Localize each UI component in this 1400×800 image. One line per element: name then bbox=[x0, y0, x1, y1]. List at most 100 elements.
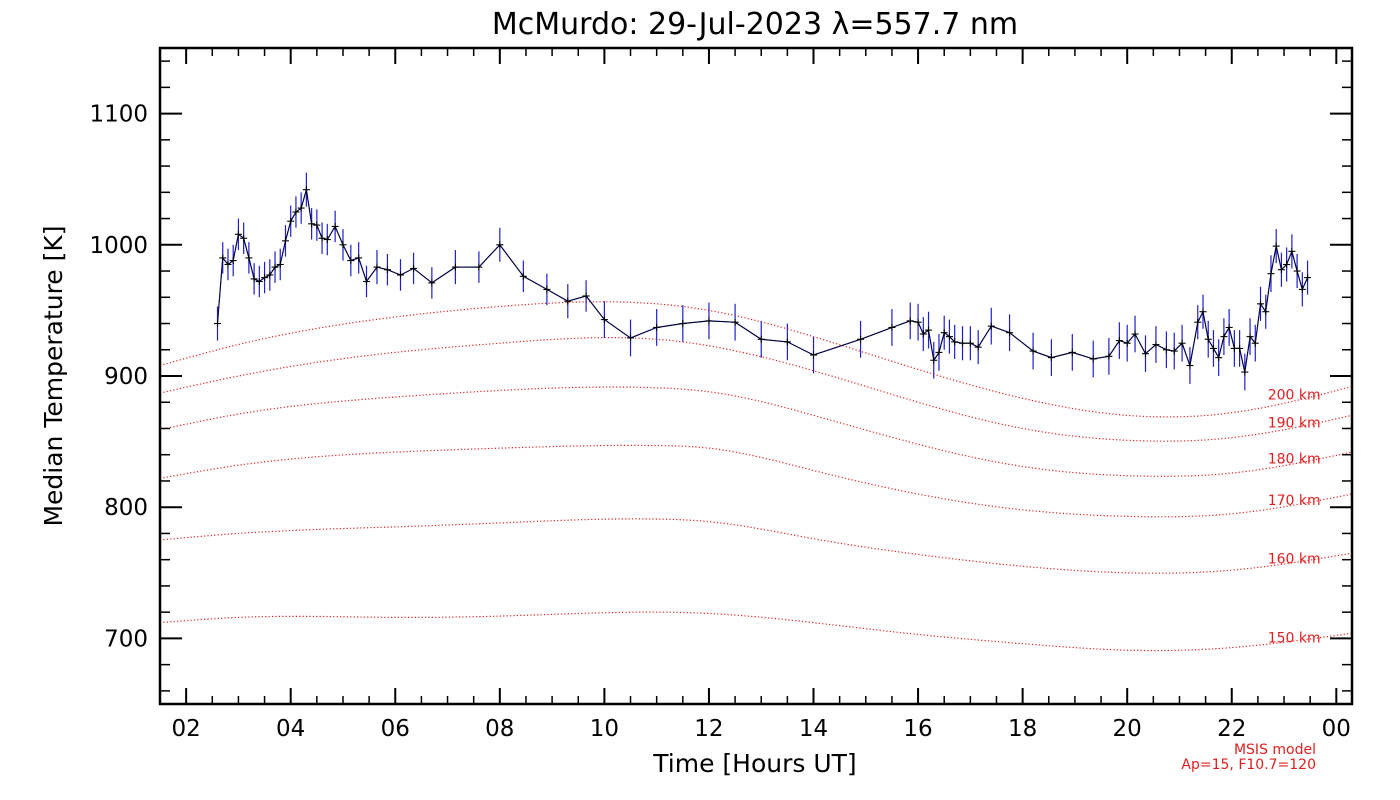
data-point bbox=[1288, 247, 1296, 255]
data-point bbox=[1105, 352, 1113, 360]
data-point bbox=[1131, 330, 1139, 338]
y-tick-label: 1100 bbox=[89, 102, 148, 128]
data-point bbox=[383, 266, 391, 274]
data-point bbox=[261, 274, 269, 282]
data-point bbox=[271, 263, 279, 271]
data-point bbox=[1277, 266, 1285, 274]
data-point bbox=[966, 339, 974, 347]
x-tick-label: 12 bbox=[694, 716, 723, 742]
data-point bbox=[292, 208, 300, 216]
data-point bbox=[287, 217, 295, 225]
data-point bbox=[1141, 350, 1149, 358]
data-point bbox=[302, 186, 310, 194]
series-line bbox=[217, 189, 1309, 373]
data-point bbox=[940, 329, 948, 337]
data-point bbox=[1178, 339, 1186, 347]
data-point bbox=[1272, 242, 1280, 250]
data-point bbox=[428, 279, 436, 287]
data-point bbox=[475, 263, 483, 271]
x-tick-label: 22 bbox=[1217, 716, 1246, 742]
data-point bbox=[451, 263, 459, 271]
data-point bbox=[281, 237, 289, 245]
data-point bbox=[1241, 368, 1249, 376]
model-curve-4 bbox=[159, 444, 1353, 518]
data-point bbox=[229, 257, 237, 265]
data-point bbox=[925, 326, 933, 334]
data-point bbox=[919, 330, 927, 338]
data-point bbox=[519, 272, 527, 280]
y-tick-label: 800 bbox=[104, 495, 148, 521]
data-point bbox=[1162, 346, 1170, 354]
data-point bbox=[1209, 344, 1217, 352]
data-point bbox=[1257, 300, 1265, 308]
x-tick-label: 10 bbox=[590, 716, 619, 742]
data-point bbox=[245, 254, 253, 262]
data-point bbox=[757, 335, 765, 343]
data-point bbox=[582, 292, 590, 300]
model-note-line1: MSIS model bbox=[1234, 742, 1316, 758]
data-point bbox=[1283, 260, 1291, 268]
data-point bbox=[888, 323, 896, 331]
data-point bbox=[1199, 308, 1207, 316]
msis-model-curves: 200 km 190 km 180 km 170 km 160 km 150 km bbox=[159, 301, 1353, 652]
x-tick-label: 02 bbox=[171, 716, 200, 742]
data-point bbox=[945, 333, 953, 341]
data-point bbox=[705, 317, 713, 325]
data-point bbox=[857, 335, 865, 343]
data-point bbox=[679, 320, 687, 328]
x-tick-label: 16 bbox=[903, 716, 932, 742]
data-point bbox=[1115, 337, 1123, 345]
data-point bbox=[323, 236, 331, 244]
data-point bbox=[987, 322, 995, 330]
data-point bbox=[396, 271, 404, 279]
data-point bbox=[297, 204, 305, 212]
axes: 02 04 06 08 10 12 14 16 18 20 22 00 700 800 900 1000 110… bbox=[89, 48, 1352, 742]
data-point bbox=[930, 356, 938, 364]
data-point bbox=[308, 220, 316, 228]
data-point bbox=[1152, 341, 1160, 349]
data-point bbox=[224, 260, 232, 268]
data-point bbox=[1089, 355, 1097, 363]
data-point bbox=[906, 317, 914, 325]
data-point bbox=[1047, 354, 1055, 362]
x-tick-label: 18 bbox=[1008, 716, 1037, 742]
data-point bbox=[331, 222, 339, 230]
data-point bbox=[234, 230, 242, 238]
data-point bbox=[318, 234, 326, 242]
x-tick-label: 14 bbox=[799, 716, 828, 742]
data-point bbox=[276, 260, 284, 268]
model-curve-1 bbox=[159, 301, 1353, 418]
y-tick-label: 1000 bbox=[89, 233, 148, 259]
data-point bbox=[1225, 323, 1233, 331]
x-tick-label: 04 bbox=[276, 716, 305, 742]
data-point bbox=[313, 221, 321, 229]
data-point bbox=[373, 263, 381, 271]
data-point bbox=[935, 348, 943, 356]
data-point bbox=[496, 241, 504, 249]
data-point bbox=[1006, 329, 1014, 337]
data-point bbox=[627, 334, 635, 342]
model-note-line2: Ap=15, F10.7=120 bbox=[1181, 757, 1316, 773]
data-point bbox=[240, 234, 248, 242]
data-point bbox=[1262, 308, 1270, 316]
data-point bbox=[266, 271, 274, 279]
y-axis-label: Median Temperature [K] bbox=[39, 225, 68, 526]
data-point bbox=[974, 343, 982, 351]
data-point bbox=[1204, 335, 1212, 343]
model-curve-label: 200 km bbox=[1268, 388, 1321, 404]
data-point bbox=[219, 254, 227, 262]
x-tick-label: 08 bbox=[485, 716, 514, 742]
temperature-series bbox=[214, 172, 1312, 391]
data-point bbox=[410, 264, 418, 272]
x-axis-label: Time [Hours UT] bbox=[652, 749, 856, 778]
data-point bbox=[1123, 339, 1131, 347]
model-curve-label: 180 km bbox=[1268, 452, 1321, 468]
data-point bbox=[543, 285, 551, 293]
data-point bbox=[250, 275, 258, 283]
data-point bbox=[1251, 339, 1259, 347]
data-point bbox=[653, 323, 661, 331]
data-point bbox=[810, 351, 818, 359]
chart-title: McMurdo: 29-Jul-2023 λ=557.7 nm bbox=[492, 7, 1018, 42]
